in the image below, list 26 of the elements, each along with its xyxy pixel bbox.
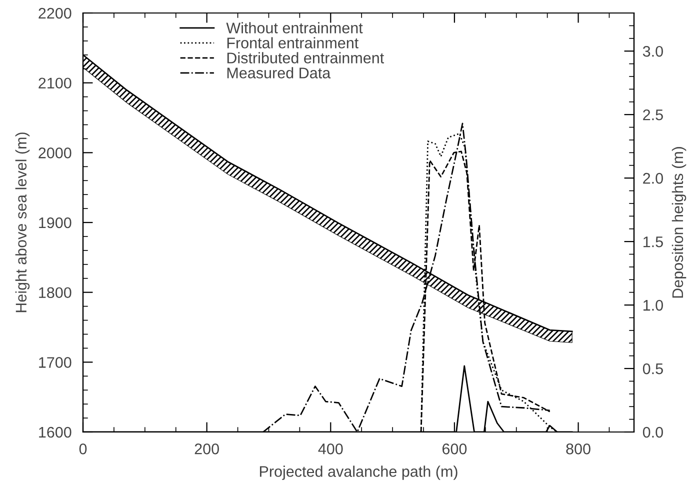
legend-label: Without entrainment [226, 22, 363, 34]
y-axis-title: Height above sea level (m) [15, 132, 30, 312]
y2-tick-label: 1.0 [644, 300, 663, 311]
legend-label: Measured Data [227, 67, 331, 78]
y2-tick-label: 2.0 [643, 172, 663, 184]
y-tick-label: 1700 [39, 357, 72, 368]
y2-tick-label: 1.5 [644, 236, 663, 248]
x-tick-label: 200 [194, 444, 219, 454]
y2-tick-label: 2.5 [643, 109, 663, 120]
x-tick-label: 0 [79, 444, 87, 454]
y-tick-label: 2200 [38, 8, 72, 19]
y-tick-label: 1900 [39, 217, 72, 228]
legend-label: Frontal entrainment [227, 37, 359, 48]
y2-axis-title: Deposition heights (m) [672, 147, 686, 298]
x-tick-label: 800 [566, 444, 590, 454]
y-tick-label: 2000 [38, 148, 72, 158]
x-tick-label: 400 [318, 444, 343, 454]
y2-tick-label: 3.0 [642, 46, 663, 57]
y-tick-label: 1800 [39, 287, 72, 298]
legend-label: Distributed entrainment [227, 52, 384, 64]
x-tick-label: 600 [442, 444, 467, 454]
y-tick-label: 2100 [38, 78, 72, 89]
y-tick-label: 1600 [39, 426, 72, 438]
y2-tick-label: 0.0 [642, 426, 663, 438]
x-axis-title: Projected avalanche path (m) [260, 466, 458, 480]
y2-tick-label: 0.5 [642, 363, 663, 374]
